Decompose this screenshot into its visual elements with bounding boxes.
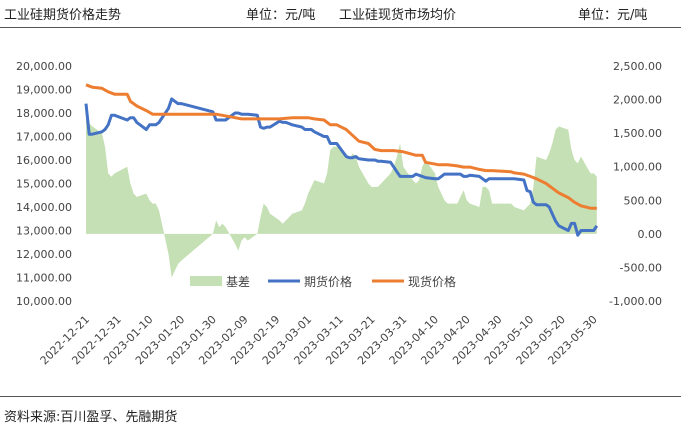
left-tick-label: 17,000.00 [16, 131, 72, 144]
series-basis-area [86, 116, 597, 278]
left-tick-label: 10,000.00 [16, 295, 72, 308]
bottom-divider [0, 396, 681, 397]
price-line-layer [84, 83, 599, 237]
right-tick-label: 2,500.00 [613, 60, 662, 73]
price-chart: 20,000.00 19,000.00 18,000.00 17,000.00 16,0… [16, 60, 662, 367]
left-tick-label: 15,000.00 [16, 178, 72, 191]
right-tick-label: 1,000.00 [613, 161, 662, 174]
left-tick-label: 11,000.00 [16, 272, 72, 285]
right-tick-label: -1,000.00 [609, 295, 662, 308]
legend-swatch-basis [190, 276, 222, 286]
x-axis-ticks: 2022-12-212022-12-312023-01-102023-01-20… [38, 313, 600, 367]
left-tick-label: 19,000.00 [16, 84, 72, 97]
spot-title: 工业硅现货市场均价 [339, 8, 457, 23]
left-tick-label: 20,000.00 [16, 60, 72, 73]
header-bar: 工业硅期货价格走势 单位：元/吨 工业硅现货市场均价 单位：元/吨 [0, 0, 681, 26]
right-tick-label: 500.00 [624, 194, 663, 207]
series-spot-line [85, 83, 597, 210]
legend-label-basis: 基差 [226, 275, 250, 289]
right-tick-label: 1,500.00 [613, 127, 662, 140]
left-tick-label: 13,000.00 [16, 225, 72, 238]
legend-label-spot: 现货价格 [408, 274, 456, 289]
left-tick-label: 16,000.00 [16, 154, 72, 167]
left-tick-label: 12,000.00 [16, 248, 72, 261]
basis-area-layer [86, 116, 597, 278]
right-tick-label: 0.00 [638, 228, 663, 241]
left-tick-label: 18,000.00 [16, 107, 72, 120]
legend: 基差 期货价格 现货价格 [190, 274, 456, 289]
left-axis-ticks: 20,000.00 19,000.00 18,000.00 17,000.00 16,0… [16, 60, 72, 308]
series-futures-line [84, 97, 599, 237]
legend-label-futures: 期货价格 [304, 274, 352, 289]
right-axis-ticks: 2,500.00 2,000.00 1,500.00 1,000.00 500.00 0.… [609, 60, 662, 308]
source-note: 资料来源:百川盈孚、先融期货 [4, 410, 178, 425]
top-divider [0, 27, 681, 28]
left-tick-label: 14,000.00 [16, 201, 72, 214]
chart-title: 工业硅期货价格走势 [4, 8, 122, 23]
right-unit-label: 单位：元/吨 [578, 8, 648, 23]
right-tick-label: 2,000.00 [613, 94, 662, 107]
right-tick-label: -500.00 [620, 261, 662, 274]
left-unit-label: 单位：元/吨 [246, 8, 316, 23]
